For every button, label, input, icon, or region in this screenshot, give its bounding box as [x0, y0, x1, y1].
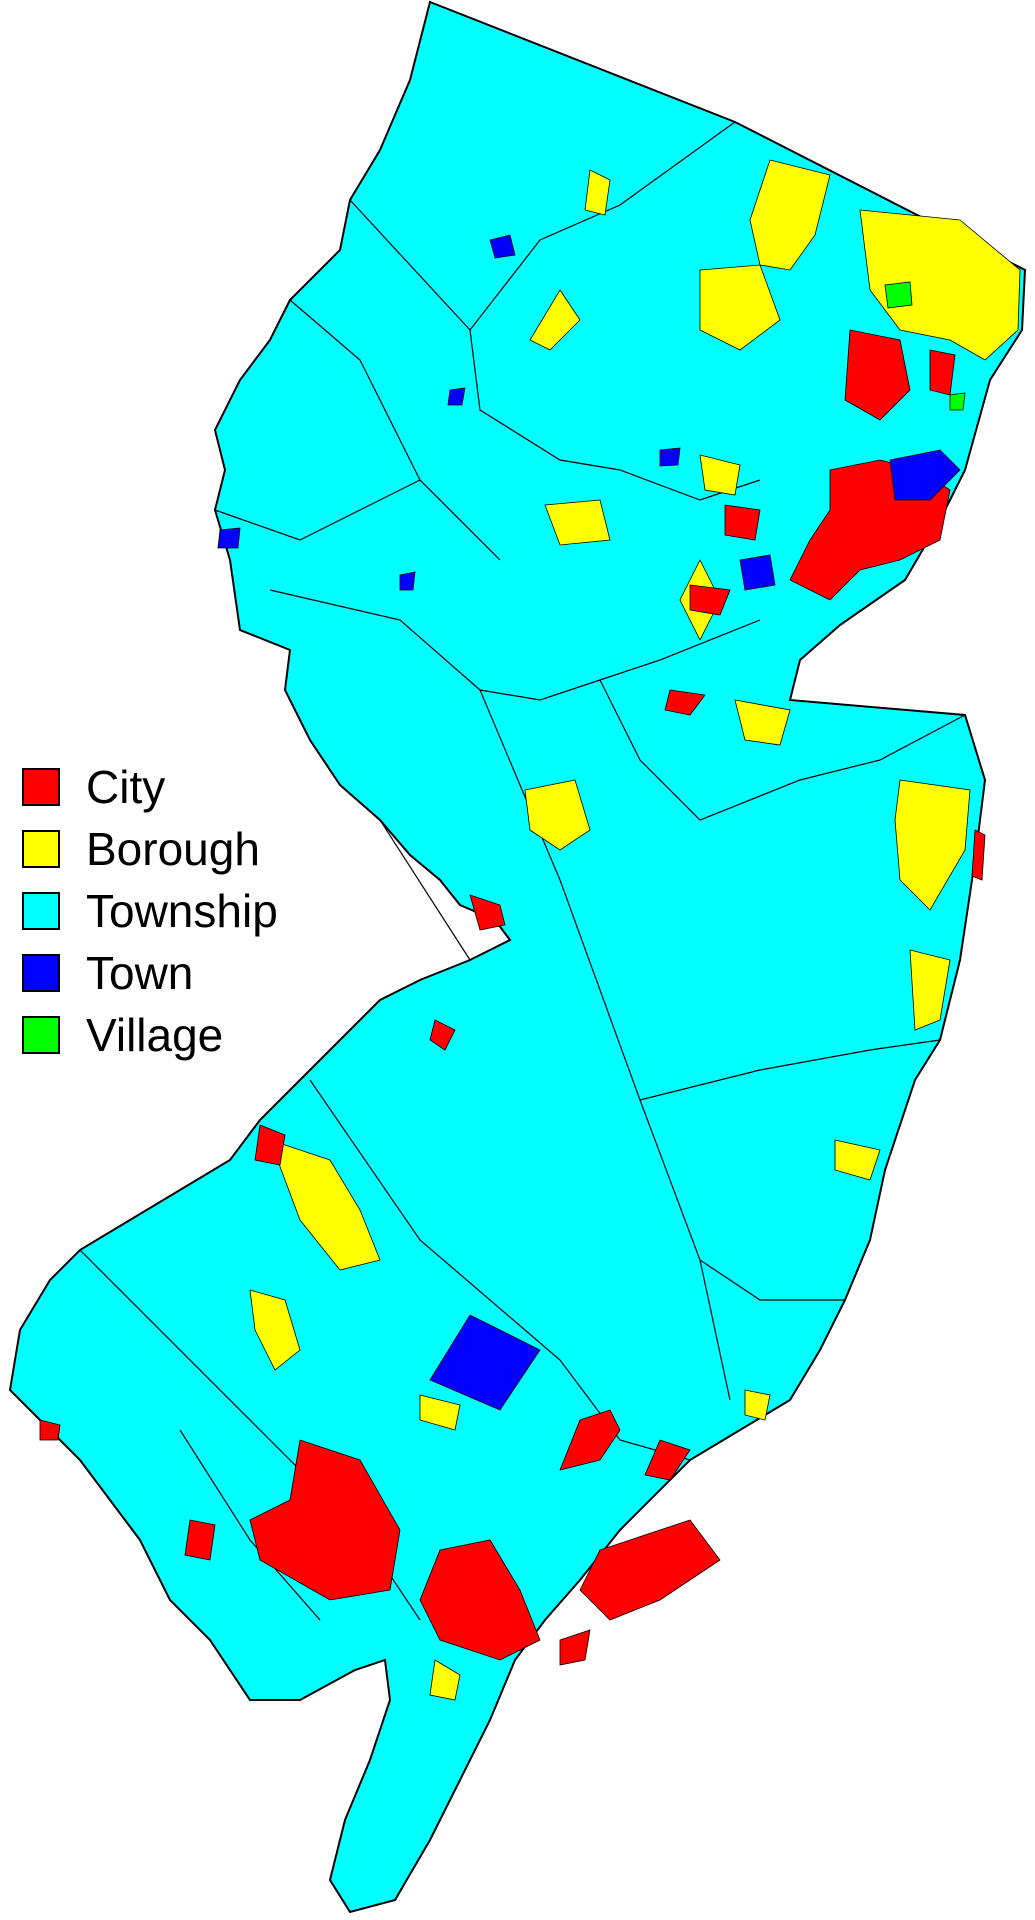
county-boundaries — [79, 121, 966, 1621]
borough-regions — [249, 159, 1021, 1701]
legend-swatch-township — [22, 892, 60, 930]
town-regions — [217, 234, 961, 1411]
legend-label-town: Town — [86, 947, 194, 999]
legend-swatch-borough — [22, 830, 60, 868]
city-regions — [39, 329, 986, 1666]
legend-label-borough: Borough — [86, 823, 260, 875]
village-regions — [884, 281, 966, 411]
legend-label-township: Township — [86, 885, 278, 937]
legend-label-city: City — [86, 761, 166, 813]
legend-swatch-town — [22, 954, 60, 992]
legend-label-village: Village — [86, 1009, 224, 1061]
legend-swatch-village — [22, 1016, 60, 1054]
legend-swatch-city — [22, 768, 60, 806]
